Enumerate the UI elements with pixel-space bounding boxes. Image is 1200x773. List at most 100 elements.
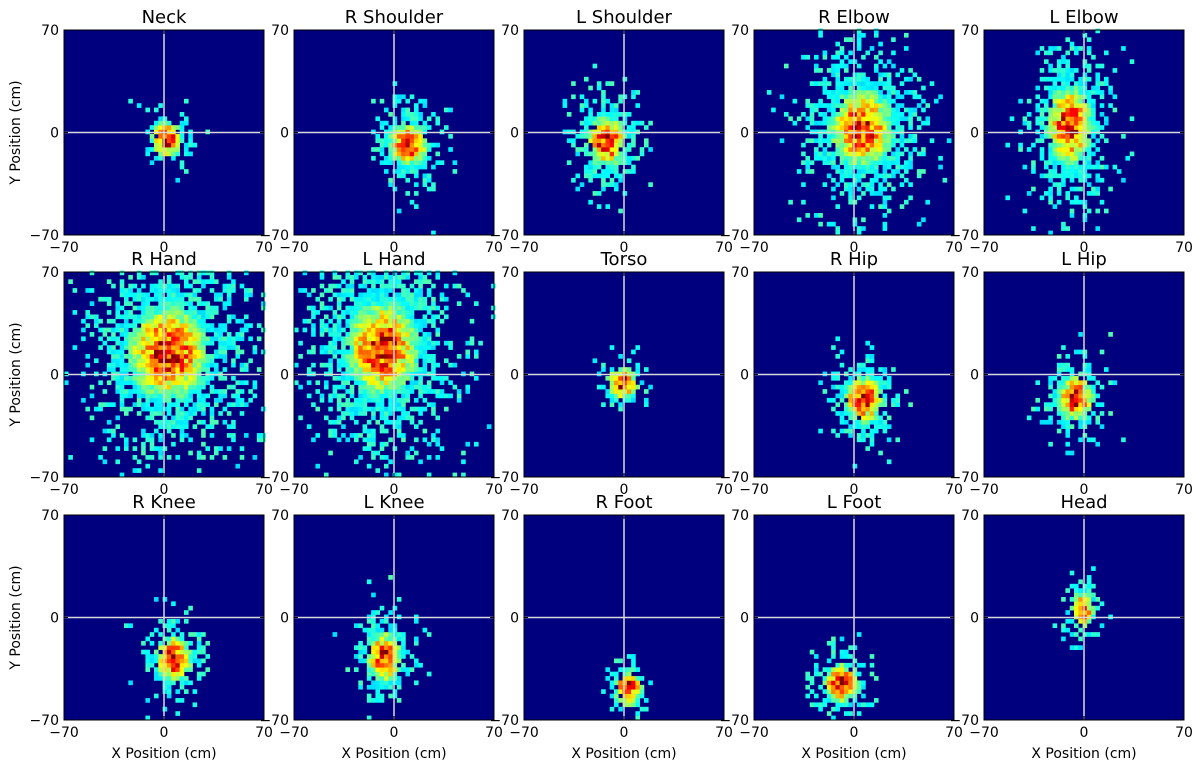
heat-cell xyxy=(848,428,853,434)
heat-cell xyxy=(614,676,619,681)
heat-cell xyxy=(938,164,943,170)
heat-cell xyxy=(171,283,176,289)
heat-cell xyxy=(205,310,211,315)
heat-cell xyxy=(831,151,836,157)
heat-cell xyxy=(831,706,836,712)
heat-cell xyxy=(1086,94,1092,100)
y-axis-label: Y Position (cm) xyxy=(8,80,24,185)
heat-cell xyxy=(865,182,871,187)
heat-cell xyxy=(822,54,828,60)
heat-cell xyxy=(1074,632,1079,637)
heat-cell xyxy=(179,419,185,425)
heat-cell xyxy=(626,689,632,694)
heat-cell xyxy=(444,305,449,311)
heat-cell xyxy=(878,186,883,192)
heat-cell xyxy=(409,292,415,298)
heat-cell xyxy=(128,349,133,355)
heat-cell xyxy=(835,164,841,170)
heat-cell xyxy=(584,169,589,174)
heat-cell xyxy=(1052,397,1058,403)
heat-cell xyxy=(205,667,211,672)
heat-cell xyxy=(358,296,363,302)
heat-cell xyxy=(631,393,636,399)
heat-cell xyxy=(128,375,133,381)
y-tick-label: −70 xyxy=(949,713,979,729)
heat-cell xyxy=(908,68,913,73)
heat-cell xyxy=(644,142,649,148)
heat-cell xyxy=(414,270,419,276)
heat-cell xyxy=(1065,397,1071,403)
heat-cell xyxy=(184,654,189,659)
heat-cell xyxy=(132,446,138,451)
heat-cell xyxy=(128,367,133,372)
heat-cell xyxy=(354,362,359,368)
heat-cell xyxy=(362,406,368,412)
heat-cell xyxy=(831,138,836,144)
heat-cell xyxy=(596,155,602,161)
heat-cell xyxy=(184,415,189,421)
x-tick-label: 70 xyxy=(945,482,963,498)
heat-cell xyxy=(1069,199,1075,205)
heat-cell xyxy=(136,345,142,350)
heat-cell xyxy=(1056,151,1062,157)
heat-cell xyxy=(635,676,641,681)
heat-cell xyxy=(388,645,393,651)
heat-cell xyxy=(171,138,176,144)
heat-cell xyxy=(605,160,611,166)
heat-cell xyxy=(392,98,398,104)
heat-cell xyxy=(609,138,615,144)
heat-cell xyxy=(861,54,866,60)
heat-cell xyxy=(209,433,215,438)
heat-cell xyxy=(895,125,901,130)
heat-cell xyxy=(844,103,849,108)
heat-cell xyxy=(631,169,636,174)
heat-cell xyxy=(384,296,389,302)
heat-cell xyxy=(422,397,428,403)
heat-cell xyxy=(184,314,189,320)
heat-cell xyxy=(414,437,419,443)
heat-cell xyxy=(584,98,589,104)
heat-cell xyxy=(371,623,376,629)
heat-cell xyxy=(431,362,436,368)
heat-cell xyxy=(418,345,423,350)
heat-cell xyxy=(388,125,393,130)
heat-cell xyxy=(1061,384,1066,390)
heat-cell xyxy=(175,698,181,703)
heat-cell xyxy=(396,147,402,152)
heat-cell xyxy=(179,658,185,664)
heat-cell xyxy=(614,169,619,174)
heat-cell xyxy=(149,318,155,324)
heat-cell xyxy=(235,349,241,355)
heat-cell xyxy=(179,680,185,686)
heat-cell xyxy=(426,186,432,192)
heat-cell xyxy=(1052,85,1058,91)
heat-cell xyxy=(1074,169,1079,174)
heat-cell xyxy=(1065,367,1071,372)
heat-cell xyxy=(256,336,262,342)
heat-cell xyxy=(124,301,129,306)
heat-cell xyxy=(839,177,845,183)
heat-cell xyxy=(1082,125,1088,130)
heat-cell xyxy=(162,358,168,364)
heat-cell xyxy=(848,191,853,196)
heat-cell xyxy=(422,173,428,179)
heat-cell xyxy=(861,173,866,179)
heat-cell xyxy=(89,415,95,421)
heat-cell xyxy=(218,336,223,342)
heat-cell xyxy=(839,142,845,148)
heat-cell xyxy=(831,680,836,686)
heat-cell xyxy=(154,419,159,425)
heat-cell xyxy=(379,636,385,642)
heat-cell xyxy=(201,419,206,425)
heat-cell xyxy=(349,349,355,355)
heat-cell xyxy=(844,147,849,152)
heat-cell xyxy=(162,120,168,126)
heat-cell xyxy=(414,362,419,368)
heat-cell xyxy=(201,323,206,328)
heat-cell xyxy=(179,314,185,320)
heat-cell xyxy=(371,155,376,161)
heat-cell xyxy=(422,358,428,364)
heat-cell xyxy=(154,323,159,328)
heat-cell xyxy=(328,318,333,324)
heat-cell xyxy=(226,332,232,337)
